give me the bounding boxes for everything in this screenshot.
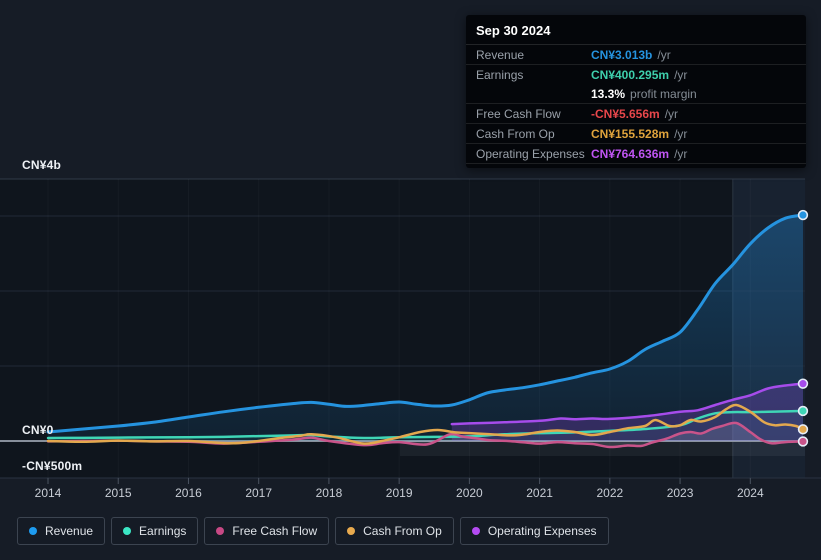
legend-item-free-cash-flow[interactable]: Free Cash Flow xyxy=(204,517,330,545)
x-axis-label-2023: 2023 xyxy=(667,486,694,500)
earnings-label: Earnings xyxy=(476,67,524,82)
earnings-dot-icon xyxy=(123,527,132,535)
chart-legend: Revenue Earnings Free Cash Flow Cash Fro… xyxy=(17,517,609,545)
earnings-end-dot[interactable] xyxy=(797,405,809,417)
legend-item-cash-from-op[interactable]: Cash From Op xyxy=(335,517,454,545)
x-axis-label-2016: 2016 xyxy=(175,486,202,500)
x-axis-label-2014: 2014 xyxy=(35,486,62,500)
x-axis-label-2015: 2015 xyxy=(105,486,132,500)
x-axis-label-2017: 2017 xyxy=(245,486,272,500)
revenue-label: Revenue xyxy=(476,47,525,62)
y-axis-label-zero: CN¥0 xyxy=(22,423,54,437)
legend-item-earnings[interactable]: Earnings xyxy=(111,517,199,545)
earnings-area xyxy=(48,411,803,441)
legend-label: Cash From Op xyxy=(363,524,442,538)
revenue-value: CN¥3.013b/yr xyxy=(591,47,671,62)
free-cash-flow-end-dot[interactable] xyxy=(797,436,809,447)
x-axis-label-2020: 2020 xyxy=(456,486,483,500)
revenue-line xyxy=(46,213,805,434)
below-zero-shading xyxy=(400,441,805,456)
legend-item-operating-expenses[interactable]: Operating Expenses xyxy=(459,517,609,545)
profit-margin-value: 13.3% profit margin xyxy=(591,86,697,101)
opex-label: Operating Expenses xyxy=(476,146,585,161)
legend-item-revenue[interactable]: Revenue xyxy=(17,517,106,545)
legend-label: Operating Expenses xyxy=(487,524,597,538)
tooltip-row-opex: Operating Expenses CN¥764.636m/yr xyxy=(466,144,806,164)
fcf-value: -CN¥5.656m/yr xyxy=(591,106,679,121)
revenue-area xyxy=(48,215,803,441)
legend-label: Revenue xyxy=(45,524,94,538)
tooltip-row-revenue: Revenue CN¥3.013b/yr xyxy=(466,45,806,65)
cash-from-op-dot-icon xyxy=(347,527,356,535)
revenue-end-dot[interactable] xyxy=(797,209,809,221)
y-axis-label-neg500m: -CN¥500m xyxy=(22,459,83,473)
tooltip-row-earnings: Earnings CN¥400.295m/yr xyxy=(466,65,806,84)
x-axis-label-2018: 2018 xyxy=(316,486,343,500)
free-cash-flow-dot-icon xyxy=(216,527,225,535)
x-axis-label-2019: 2019 xyxy=(386,486,413,500)
fcf-label: Free Cash Flow xyxy=(476,106,561,121)
legend-label: Earnings xyxy=(139,524,187,538)
x-axis-label-2021: 2021 xyxy=(526,486,553,500)
cashop-value: CN¥155.528m/yr xyxy=(591,126,688,141)
tooltip-row-fcf: Free Cash Flow -CN¥5.656m/yr xyxy=(466,104,806,124)
x-axis-label-2024: 2024 xyxy=(737,486,764,500)
revenue-dot-icon xyxy=(29,527,37,535)
chart-tooltip: Sep 30 2024 Revenue CN¥3.013b/yr Earning… xyxy=(466,15,806,168)
x-axis-label-2022: 2022 xyxy=(596,486,623,500)
free-cash-flow-line xyxy=(46,421,805,449)
tooltip-date: Sep 30 2024 xyxy=(466,15,806,45)
tooltip-row-cashop: Cash From Op CN¥155.528m/yr xyxy=(466,124,806,144)
operating-expenses-end-dot[interactable] xyxy=(797,378,809,389)
opex-value: CN¥764.636m/yr xyxy=(591,146,688,161)
legend-label: Free Cash Flow xyxy=(232,524,318,538)
y-axis-label-4b: CN¥4b xyxy=(22,158,62,172)
cashop-label: Cash From Op xyxy=(476,126,555,141)
cash-from-op-end-dot[interactable] xyxy=(797,424,809,435)
cash-from-op-line xyxy=(46,403,805,445)
tooltip-row-profit-margin: 13.3% profit margin xyxy=(466,84,806,104)
operating-expenses-dot-icon xyxy=(471,527,480,535)
earnings-value: CN¥400.295m/yr xyxy=(591,67,688,82)
operating-expenses-line xyxy=(450,382,805,426)
